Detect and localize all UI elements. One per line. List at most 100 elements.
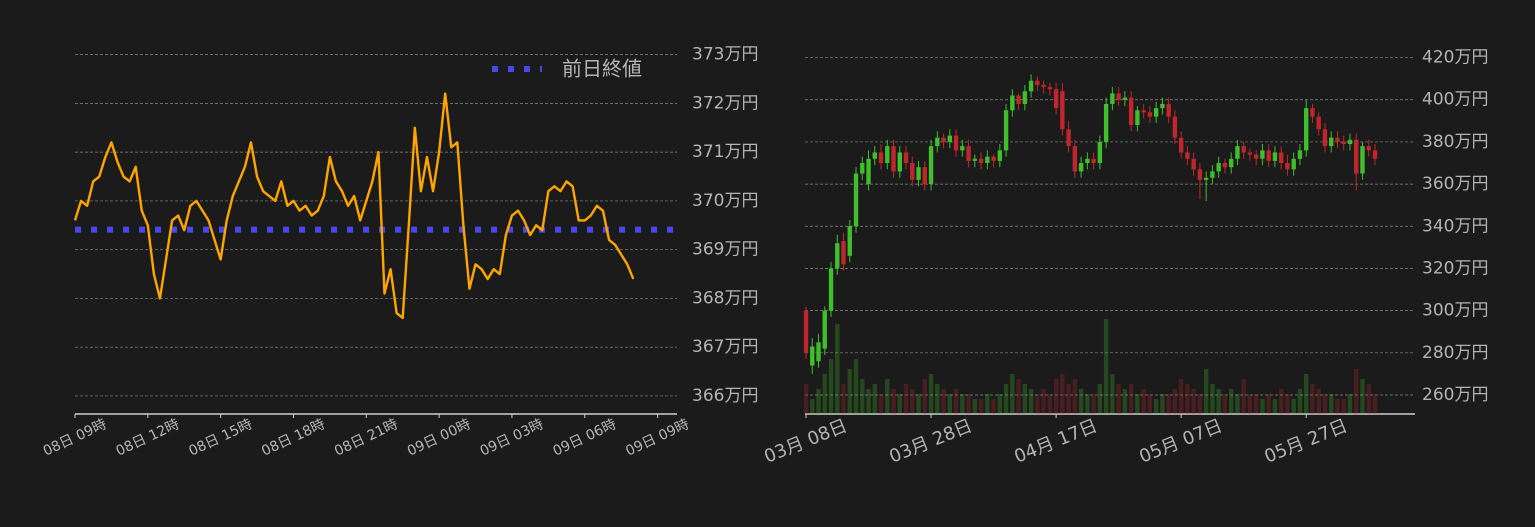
volume-bar bbox=[1053, 379, 1059, 414]
volume-bar bbox=[1354, 369, 1359, 414]
volume-bar bbox=[810, 399, 815, 414]
candle-body bbox=[1291, 158, 1296, 170]
candle-body bbox=[922, 167, 927, 185]
x-tick-label: 08日 15時 bbox=[186, 416, 254, 459]
candle-body bbox=[1078, 163, 1084, 172]
volume-bar bbox=[972, 399, 978, 414]
candle-body bbox=[841, 241, 846, 265]
volume-bar bbox=[1128, 384, 1134, 414]
x-tick-label: 04月 17日 bbox=[1011, 415, 1100, 467]
y-tick-label: 280万円 bbox=[1422, 343, 1488, 363]
volume-bar bbox=[1347, 394, 1353, 414]
y-tick-label: 367万円 bbox=[692, 337, 758, 357]
volume-bar bbox=[916, 394, 921, 414]
candle-body bbox=[1060, 91, 1065, 130]
candle-body bbox=[860, 163, 865, 174]
candle-body bbox=[1260, 150, 1265, 159]
candle-body bbox=[1116, 93, 1121, 100]
volume-bar bbox=[1110, 374, 1115, 414]
candle-body bbox=[1003, 110, 1009, 151]
y-tick-label: 400万円 bbox=[1422, 90, 1488, 110]
volume-bar bbox=[1185, 384, 1190, 414]
volume-bar bbox=[1335, 399, 1340, 414]
volume-bar bbox=[1035, 394, 1040, 414]
candle-body bbox=[960, 146, 965, 151]
candle-body bbox=[891, 146, 896, 172]
volume-bar bbox=[816, 389, 821, 414]
y-tick-label: 372万円 bbox=[692, 93, 758, 113]
candle-body bbox=[1354, 139, 1359, 174]
volume-bar bbox=[1147, 394, 1153, 414]
candle-body bbox=[1153, 108, 1159, 117]
candle-body bbox=[1372, 150, 1378, 159]
volume-bar bbox=[853, 359, 859, 414]
candle-body bbox=[1247, 152, 1253, 155]
volume-bar bbox=[1272, 399, 1278, 414]
x-tick-label: 05月 27日 bbox=[1262, 415, 1351, 467]
candle-body bbox=[885, 146, 890, 164]
volume-bar bbox=[872, 384, 877, 414]
volume-bar bbox=[1197, 394, 1203, 414]
volume-bar bbox=[978, 399, 984, 414]
candle-body bbox=[1347, 139, 1353, 145]
volume-bar bbox=[1210, 384, 1215, 414]
volume-bar bbox=[1166, 394, 1171, 414]
volume-bar bbox=[1247, 394, 1253, 414]
volume-bar bbox=[1028, 389, 1034, 414]
volume-bar bbox=[1178, 379, 1184, 414]
volume-bar bbox=[828, 359, 834, 414]
candle-body bbox=[810, 346, 815, 366]
volume-bar bbox=[897, 394, 902, 414]
volume-bar bbox=[847, 369, 852, 414]
candle-body bbox=[897, 152, 902, 172]
volume-bar bbox=[822, 374, 827, 414]
candle-body bbox=[941, 137, 946, 142]
volume-bar bbox=[997, 394, 1003, 414]
volume-bar bbox=[1329, 394, 1334, 414]
candle-body bbox=[1203, 177, 1209, 180]
volume-bar bbox=[1279, 389, 1284, 414]
candle-body bbox=[935, 137, 940, 147]
candle-body bbox=[847, 226, 852, 256]
candle-body bbox=[828, 268, 834, 311]
volume-bar bbox=[1003, 384, 1009, 414]
volume-bar bbox=[910, 389, 915, 414]
y-tick-label: 360万円 bbox=[1422, 174, 1488, 194]
x-tick-label: 09日 00時 bbox=[405, 416, 473, 459]
volume-bar bbox=[903, 384, 909, 414]
candle-body bbox=[1185, 152, 1190, 159]
candle-body bbox=[1097, 141, 1103, 164]
candle-body bbox=[1235, 146, 1240, 159]
candle-body bbox=[1072, 146, 1078, 172]
volume-bar bbox=[1041, 389, 1046, 414]
volume-bar bbox=[803, 384, 809, 414]
volume-bar bbox=[841, 384, 846, 414]
volume-bar bbox=[891, 389, 896, 414]
candle-body bbox=[822, 310, 827, 349]
volume-bar bbox=[1060, 374, 1065, 414]
candle-body bbox=[1253, 154, 1259, 159]
volume-bar bbox=[966, 394, 971, 414]
volume-bar bbox=[1172, 389, 1178, 414]
candle-body bbox=[1135, 110, 1140, 126]
volume-bar bbox=[1072, 379, 1078, 414]
y-tick-label: 380万円 bbox=[1422, 132, 1488, 152]
candle-body bbox=[1022, 91, 1028, 104]
volume-bar bbox=[1241, 379, 1246, 414]
volume-bar bbox=[1078, 389, 1084, 414]
candle-body bbox=[1341, 141, 1346, 145]
x-tick-label: 09日 03時 bbox=[478, 416, 546, 459]
candle-body bbox=[1216, 163, 1221, 172]
volume-bar bbox=[1135, 394, 1140, 414]
volume-bar bbox=[1122, 389, 1128, 414]
volume-bar bbox=[1285, 394, 1290, 414]
volume-bar bbox=[1103, 319, 1109, 414]
y-tick-label: 300万円 bbox=[1422, 301, 1488, 321]
candle-body bbox=[866, 158, 871, 185]
volume-bar bbox=[835, 324, 840, 414]
candle-body bbox=[1310, 108, 1315, 117]
candle-body bbox=[978, 158, 984, 164]
candle-body bbox=[1241, 146, 1246, 153]
candle-body bbox=[1197, 169, 1203, 180]
candle-body bbox=[997, 150, 1003, 161]
